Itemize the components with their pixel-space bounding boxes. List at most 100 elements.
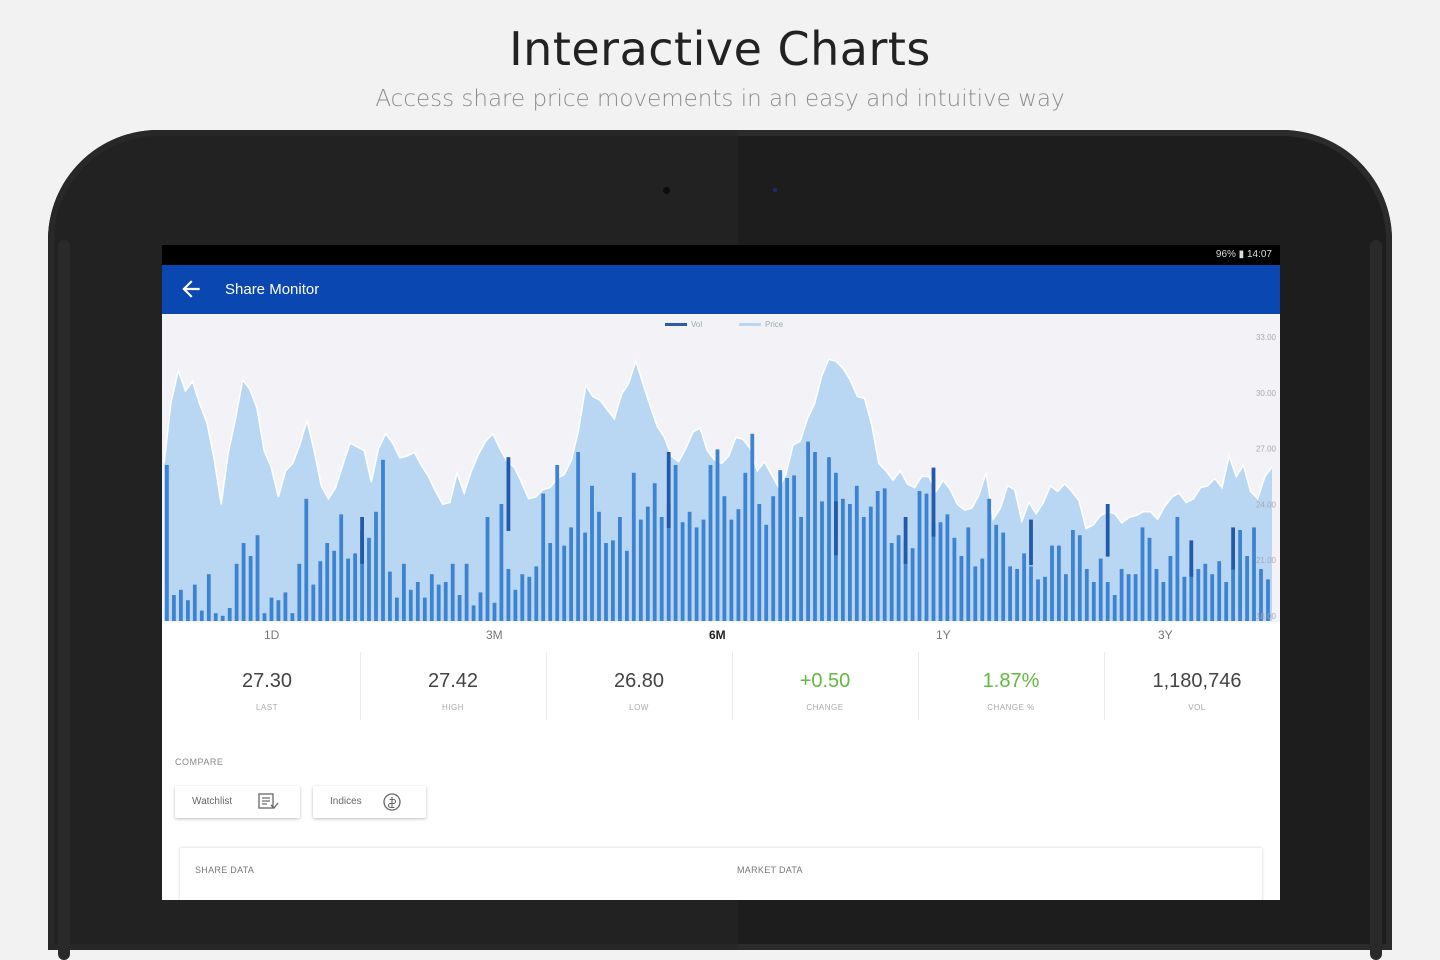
volume-bar (464, 563, 469, 621)
volume-bar (186, 600, 190, 621)
volume-bar (241, 543, 246, 621)
volume-bar (729, 519, 734, 621)
volume-bar (283, 592, 288, 621)
volume-bar (527, 576, 532, 621)
volume-bar (422, 597, 427, 621)
volume-bar (276, 600, 281, 621)
volume-bar (764, 524, 769, 621)
stat-last-value: 27.30 (241, 670, 293, 692)
volume-bar (875, 491, 880, 621)
stat-change-value: +0.50 (799, 670, 851, 692)
volume-bar (1071, 530, 1075, 621)
camera-lens (663, 187, 670, 194)
price-volume-chart[interactable]: Vol Price 33.00 30.00 27.00 24.00 21.00 18.00 (162, 314, 1280, 622)
stat-change-label: CHANGE (806, 703, 844, 712)
volume-bar (799, 517, 803, 621)
volume-bar (1057, 545, 1061, 621)
watchlist-button[interactable]: Watchlist (175, 786, 300, 818)
y-tick-label: 18.00 (1256, 612, 1277, 621)
volume-bar (381, 459, 385, 621)
volume-bar (722, 496, 727, 621)
tablet-grip-left (58, 240, 70, 960)
period-6m[interactable]: 6M (709, 628, 726, 642)
volume-bar (1238, 530, 1242, 621)
volume-bar (374, 511, 378, 621)
volume-bar (1112, 595, 1117, 621)
volume-bar (1210, 574, 1215, 621)
volume-bar-highlight (506, 457, 511, 531)
volume-bar-highlight (1029, 519, 1033, 566)
volume-bar (262, 613, 267, 621)
volume-bar (792, 475, 796, 621)
volume-bar (1084, 569, 1089, 621)
volume-bar (1064, 574, 1068, 621)
volume-bar-highlight (931, 467, 936, 537)
volume-bar (848, 504, 852, 621)
volume-bar (854, 485, 859, 621)
volume-bar (1189, 569, 1194, 621)
volume-bar (234, 563, 239, 621)
volume-bar (806, 441, 810, 621)
stat-volume: 1,180,746 VOL (1104, 652, 1280, 720)
volume-bar-highlight (1231, 527, 1235, 570)
period-3y[interactable]: 3Y (1158, 628, 1173, 642)
volume-bar (1147, 537, 1152, 621)
period-1y[interactable]: 1Y (936, 628, 951, 642)
volume-bar (917, 491, 922, 621)
volume-bar (625, 550, 629, 621)
volume-bar (645, 506, 650, 621)
volume-bar (813, 452, 817, 621)
volume-bar (1182, 576, 1187, 621)
volume-bar (388, 571, 392, 621)
legend-price-swatch (739, 323, 761, 327)
stat-last: 27.30 LAST (174, 652, 361, 720)
volume-bar (471, 605, 476, 621)
volume-bar (213, 613, 218, 621)
stat-last-label: LAST (255, 703, 278, 712)
volume-bar (297, 563, 302, 621)
stats-row: 27.30 LAST 27.42 HIGH 26.80 LOW +0.50 CH… (174, 652, 1280, 720)
volume-bar (924, 493, 929, 621)
volume-bar (290, 613, 295, 621)
volume-bar (402, 563, 406, 621)
volume-bar (771, 496, 776, 621)
volume-bar (1140, 527, 1145, 621)
volume-bar (611, 540, 615, 621)
volume-bar (1217, 561, 1222, 621)
volume-bar-highlight (360, 517, 364, 564)
volume-bar (255, 535, 260, 621)
volume-bar (492, 602, 497, 621)
volume-bar (987, 498, 992, 621)
volume-bar (1105, 582, 1110, 621)
volume-bar (367, 537, 371, 621)
stat-change: +0.50 CHANGE (732, 652, 919, 720)
volume-bar (513, 589, 518, 621)
volume-bar (959, 556, 964, 621)
back-arrow-icon[interactable] (178, 276, 204, 302)
volume-bar (1077, 535, 1082, 621)
volume-bar (1154, 569, 1159, 621)
volume-bar (694, 527, 699, 621)
volume-bar (450, 563, 455, 621)
compare-label: COMPARE (175, 757, 224, 767)
volume-bar (680, 522, 685, 621)
volume-bar (673, 465, 678, 621)
volume-bar (227, 608, 232, 621)
volume-bar (499, 504, 504, 621)
volume-bar (980, 558, 985, 621)
stat-low: 26.80 LOW (546, 652, 733, 720)
period-1d[interactable]: 1D (264, 628, 280, 642)
volume-bar (861, 517, 866, 621)
volume-bar (938, 522, 943, 621)
legend-vol: Vol (665, 320, 702, 329)
volume-bar (597, 511, 601, 621)
chart-legend: Vol Price (162, 320, 1280, 332)
volume-bar (220, 615, 225, 621)
indices-button[interactable]: Indices (313, 786, 426, 818)
promo-title: Interactive Charts (509, 22, 931, 76)
volume-bar (457, 595, 462, 621)
volume-bar (778, 470, 783, 621)
watchlist-icon (258, 793, 279, 809)
period-3m[interactable]: 3M (486, 628, 503, 642)
volume-bar (576, 452, 580, 621)
